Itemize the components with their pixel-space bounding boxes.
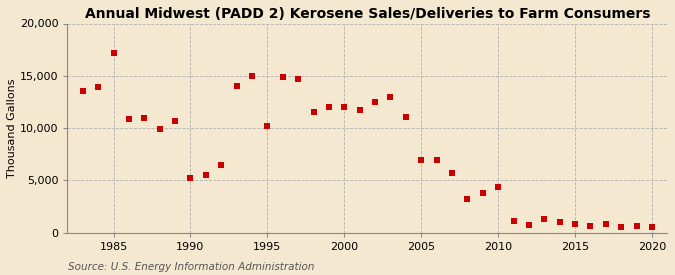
Point [92,85,103,89]
Point [508,219,519,223]
Point [308,110,319,114]
Point [262,124,273,128]
Point [155,127,165,131]
Point [323,105,334,109]
Point [477,191,488,195]
Point [631,224,642,229]
Y-axis label: Thousand Gallons: Thousand Gallons [7,78,17,178]
Point [200,173,211,177]
Title: Annual Midwest (PADD 2) Kerosene Sales/Deliveries to Farm Consumers: Annual Midwest (PADD 2) Kerosene Sales/D… [84,7,650,21]
Point [370,100,381,104]
Point [139,116,150,120]
Point [600,222,611,226]
Point [169,119,180,123]
Point [462,197,472,201]
Point [277,75,288,79]
Point [585,224,596,229]
Point [570,222,580,226]
Point [493,184,504,189]
Point [385,94,396,99]
Point [647,225,657,230]
Point [185,176,196,180]
Point [246,73,257,78]
Point [616,225,626,230]
Point [400,114,411,119]
Point [124,116,134,121]
Point [339,105,350,109]
Point [354,108,365,112]
Point [447,171,458,175]
Point [554,220,565,224]
Text: Source: U.S. Energy Information Administration: Source: U.S. Energy Information Administ… [68,262,314,272]
Point [216,163,227,167]
Point [431,158,442,163]
Point [78,89,88,94]
Point [524,223,535,227]
Point [539,217,549,221]
Point [293,77,304,81]
Point [416,158,427,163]
Point [232,84,242,88]
Point [108,51,119,55]
